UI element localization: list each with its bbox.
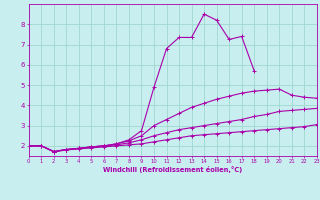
X-axis label: Windchill (Refroidissement éolien,°C): Windchill (Refroidissement éolien,°C): [103, 166, 243, 173]
